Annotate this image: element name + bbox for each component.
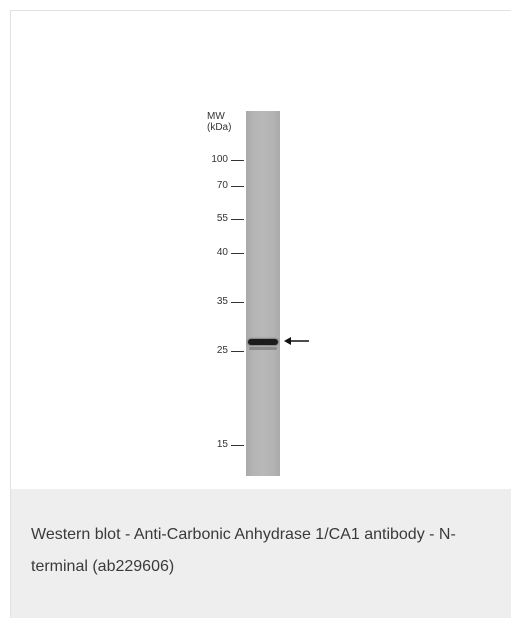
left-arrow-icon [284, 337, 309, 345]
caption-text: Western blot - Anti-Carbonic Anhydrase 1… [31, 526, 456, 575]
marker-tick [231, 186, 244, 187]
marker-tick [231, 351, 244, 352]
kda-label: (kDa) [207, 122, 232, 133]
marker-40: 40 [191, 247, 244, 259]
marker-label: 70 [216, 180, 228, 191]
figure-caption: Western blot - Anti-Carbonic Anhydrase 1… [11, 489, 511, 618]
image-card: MW (kDa) 100 70 55 40 35 25 15 [10, 10, 511, 618]
marker-tick [231, 302, 244, 303]
blot-lane [246, 111, 280, 476]
mw-label: MW [207, 111, 225, 122]
marker-35: 35 [191, 296, 244, 308]
marker-label: 15 [216, 439, 228, 450]
marker-tick [231, 219, 244, 220]
marker-25: 25 [191, 345, 244, 357]
marker-label: 25 [216, 345, 228, 356]
faint-band [249, 347, 277, 350]
marker-15: 15 [191, 439, 244, 451]
marker-70: 70 [191, 180, 244, 192]
marker-label: 55 [216, 213, 228, 224]
marker-label: 35 [216, 296, 228, 307]
marker-label: 40 [216, 247, 228, 258]
marker-100: 100 [191, 154, 244, 166]
protein-band [248, 339, 278, 345]
western-blot-figure: MW (kDa) 100 70 55 40 35 25 15 [11, 11, 511, 489]
marker-tick [231, 253, 244, 254]
marker-tick [231, 445, 244, 446]
marker-tick [231, 160, 244, 161]
mw-header: MW (kDa) [207, 111, 231, 133]
marker-label: 100 [211, 154, 228, 165]
marker-55: 55 [191, 213, 244, 225]
